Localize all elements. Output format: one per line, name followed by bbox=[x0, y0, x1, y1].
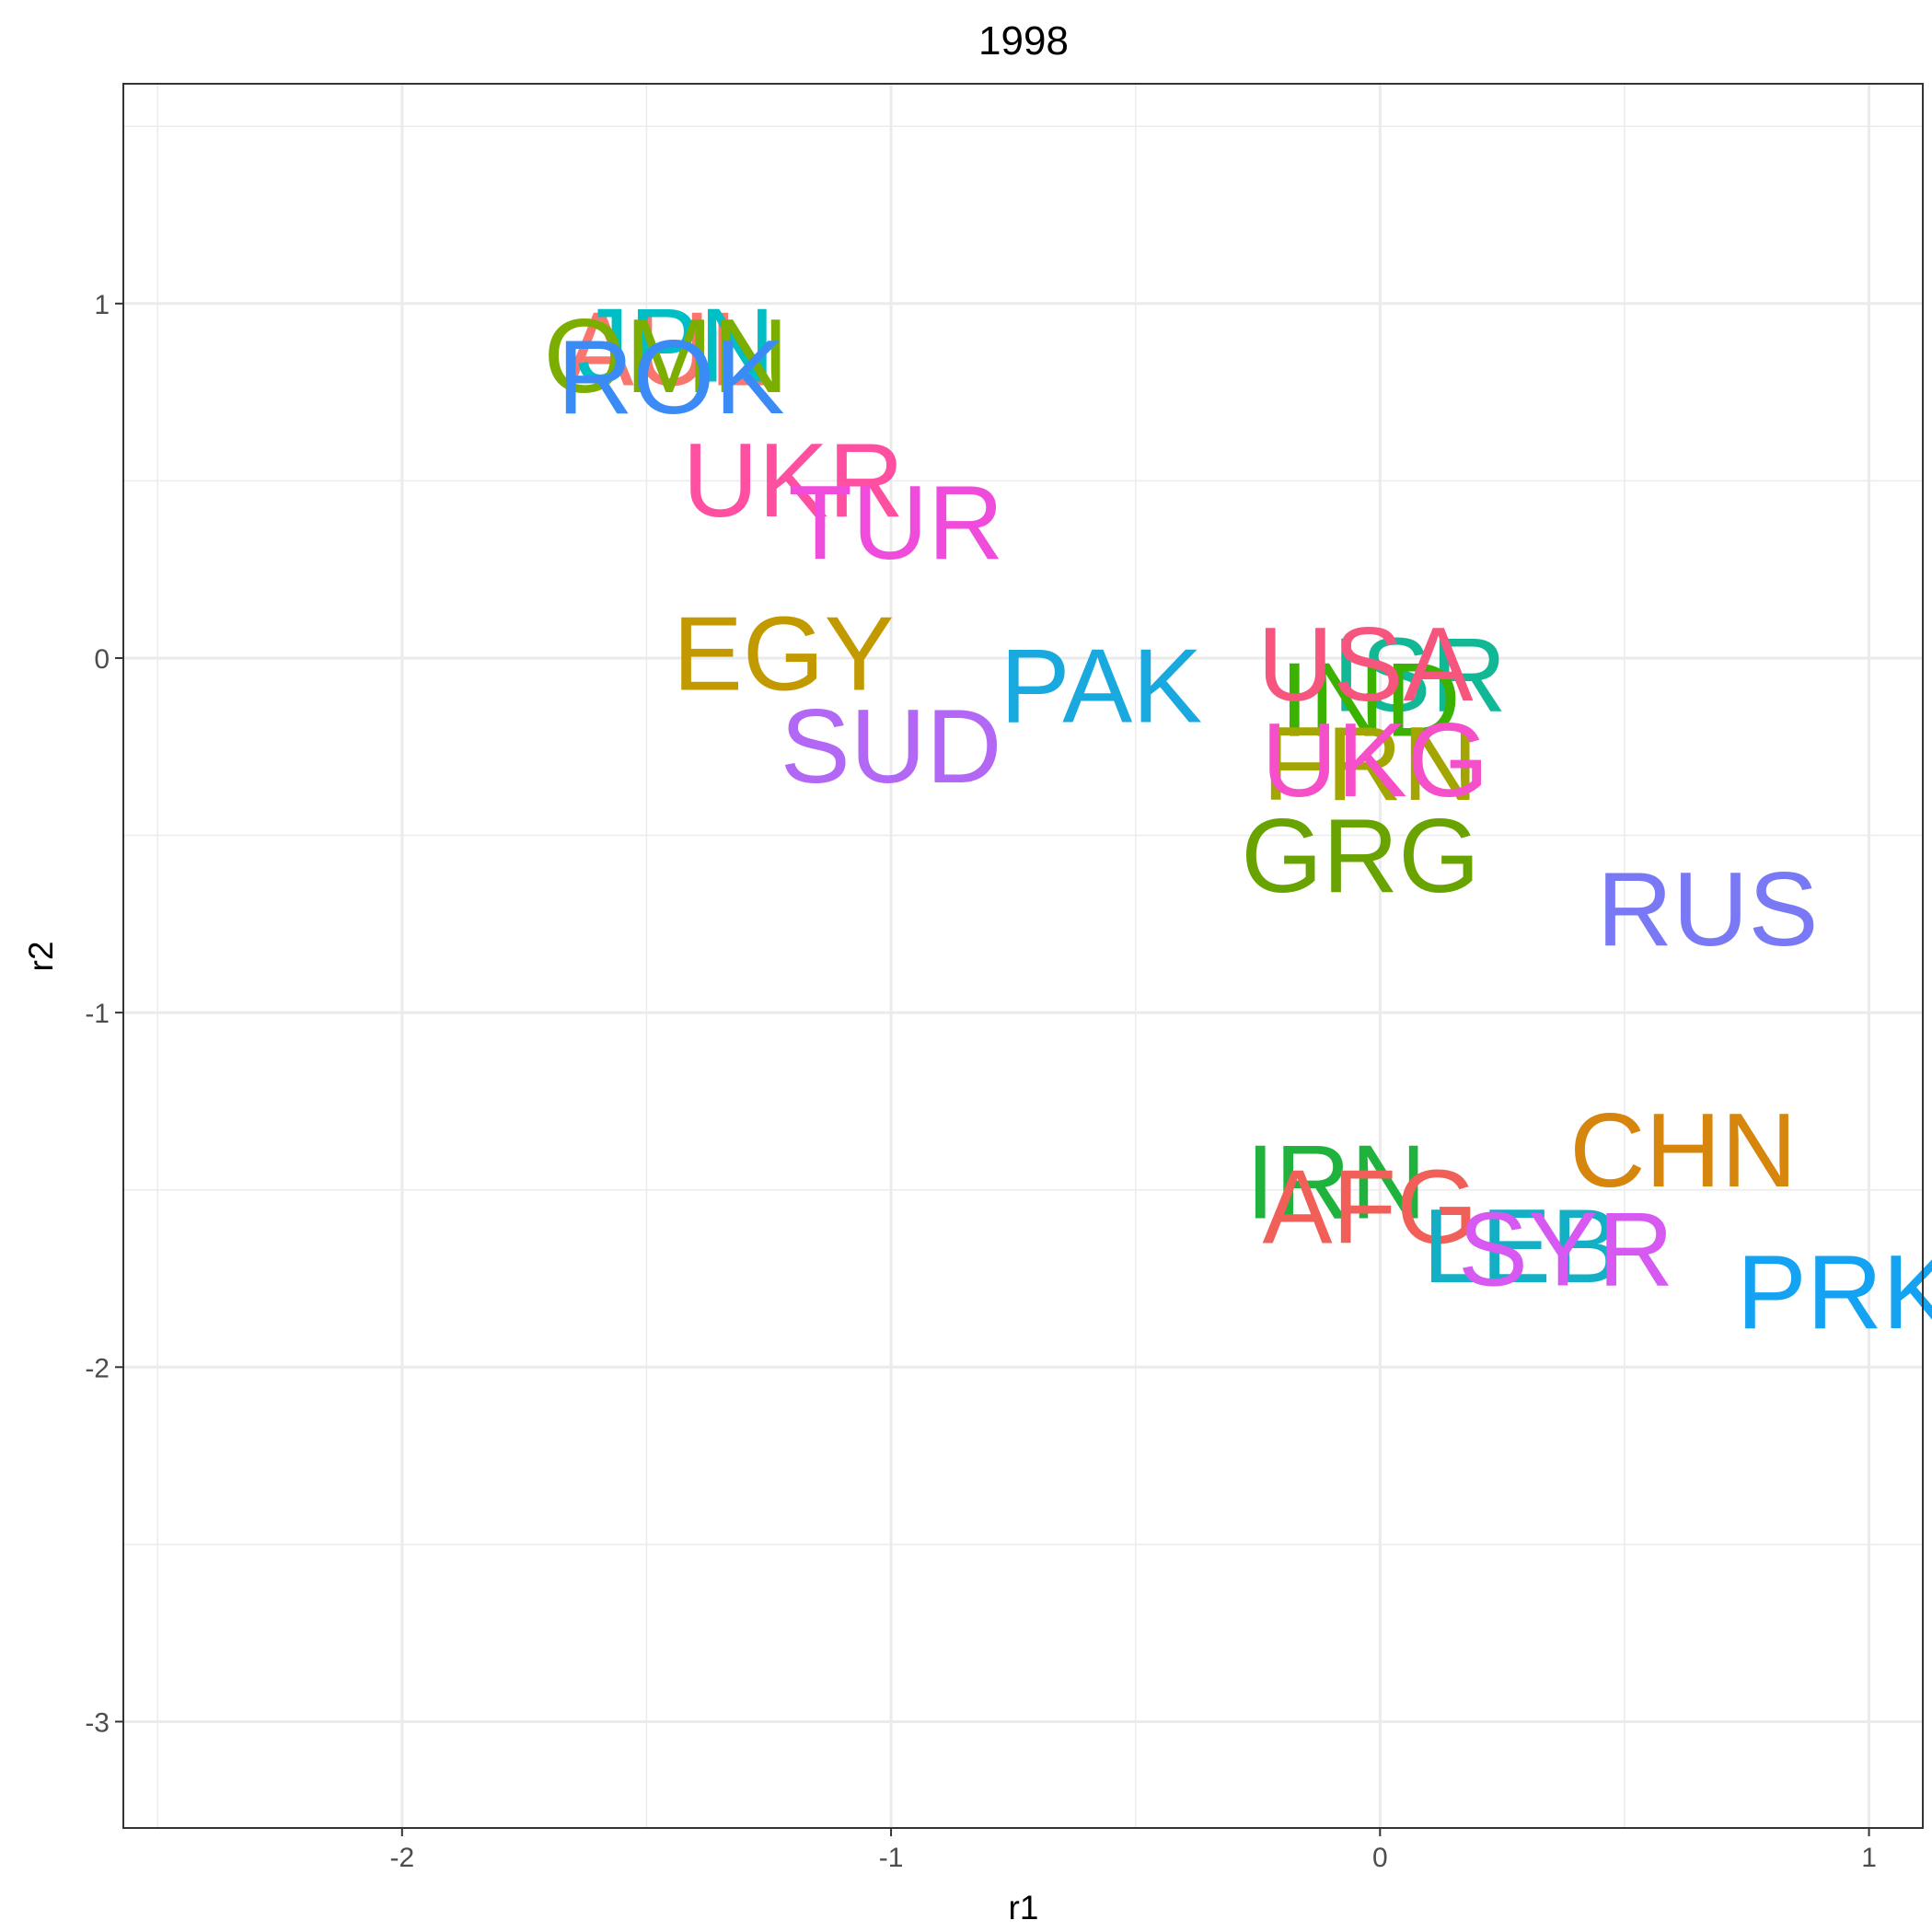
chart-title: 1998 bbox=[978, 18, 1069, 64]
point-label-ukr: UKR bbox=[682, 422, 904, 539]
x-tick-label: 1 bbox=[1861, 1843, 1877, 1873]
point-label-jpn: JPN bbox=[577, 288, 775, 405]
point-label-rus: RUS bbox=[1597, 851, 1819, 968]
point-label-grg: GRG bbox=[1241, 798, 1480, 915]
point-label-ukg: UKG bbox=[1261, 702, 1488, 819]
point-label-sud: SUD bbox=[781, 688, 1002, 805]
point-label-omn: OMN bbox=[544, 298, 789, 415]
point-label-frn: FRN bbox=[1263, 706, 1478, 823]
y-tick-label: 1 bbox=[94, 290, 110, 320]
x-axis-title: r1 bbox=[1009, 1889, 1039, 1926]
gridlines bbox=[123, 84, 1923, 1828]
y-tick-label: 0 bbox=[94, 644, 110, 675]
point-label-pak: PAK bbox=[1001, 628, 1203, 745]
point-label-egy: EGY bbox=[673, 596, 895, 713]
x-tick-label: 0 bbox=[1372, 1843, 1388, 1873]
point-label-afg: AFG bbox=[1263, 1149, 1478, 1266]
y-axis: -3 -2 -1 0 1 bbox=[85, 290, 123, 1738]
y-tick-label: -3 bbox=[85, 1707, 110, 1738]
x-tick-label: -1 bbox=[879, 1843, 904, 1873]
x-axis: -2 -1 0 1 bbox=[389, 1828, 1877, 1873]
point-label-ind: IND bbox=[1280, 642, 1461, 759]
x-tick-label: -2 bbox=[389, 1843, 414, 1873]
point-label-prk: PRK bbox=[1737, 1234, 1932, 1351]
point-label-usa: USA bbox=[1257, 607, 1473, 723]
point-label-tur: TUR bbox=[788, 465, 1003, 582]
point-label-syr: SYR bbox=[1458, 1192, 1673, 1309]
y-axis-title: r2 bbox=[22, 942, 60, 972]
y-tick-label: -2 bbox=[85, 1353, 110, 1383]
point-label-isr: ISR bbox=[1332, 618, 1507, 735]
point-label-aul: AUL bbox=[564, 291, 769, 408]
point-label-leb: LEB bbox=[1423, 1188, 1621, 1305]
point-label-irn: IRN bbox=[1245, 1125, 1426, 1242]
plot-border bbox=[122, 83, 1924, 1829]
plot-panel bbox=[123, 84, 1923, 1828]
point-label-rok: ROK bbox=[557, 319, 784, 436]
y-tick-label: -1 bbox=[85, 999, 110, 1029]
point-label-chn: CHN bbox=[1569, 1093, 1797, 1209]
